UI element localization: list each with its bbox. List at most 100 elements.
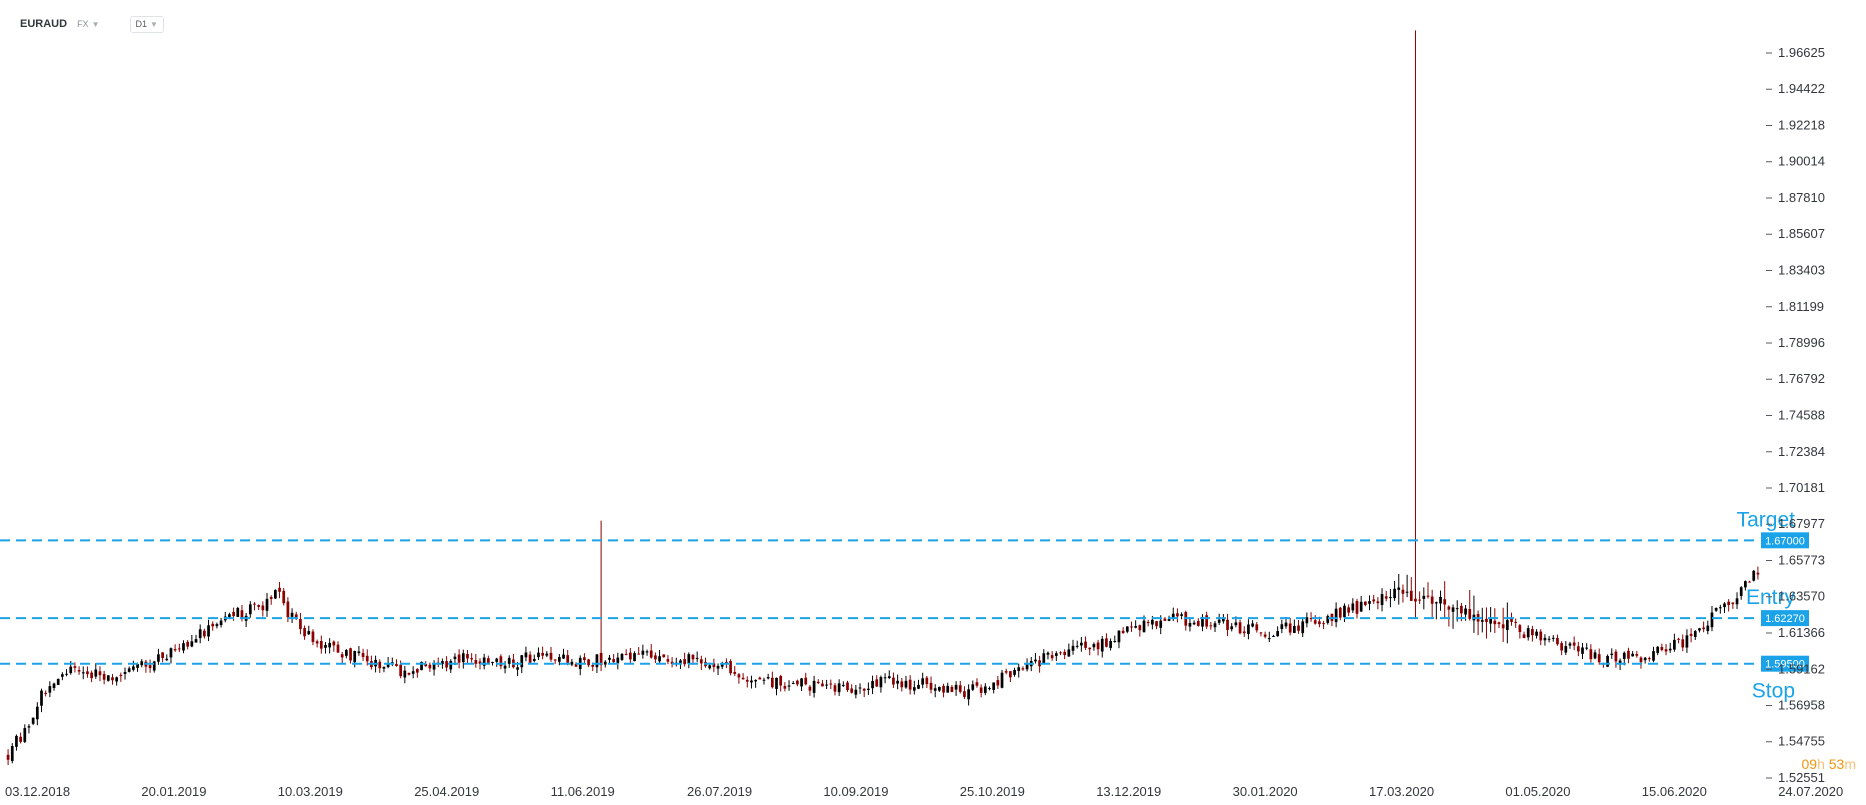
y-tick-label: 1.52551 (1778, 770, 1825, 785)
candle-body (988, 688, 991, 690)
candle-body (583, 657, 586, 661)
candle-body (315, 641, 319, 644)
candle-body (1117, 630, 1121, 643)
y-tick-label: 1.83403 (1778, 262, 1825, 277)
candle-body (779, 675, 783, 686)
candle-body (1547, 638, 1551, 640)
candle-body (662, 654, 666, 658)
candle-body (81, 672, 85, 674)
candle-body (1009, 671, 1012, 678)
candle-body (812, 680, 816, 693)
candle-body (507, 657, 511, 664)
x-tick-label: 26.07.2019 (687, 784, 752, 799)
candle-body (637, 653, 641, 655)
candle-body (123, 671, 127, 674)
candle-body (470, 658, 474, 660)
candle-body (1263, 634, 1267, 637)
candle-body (474, 660, 478, 664)
candle-body (1501, 624, 1505, 629)
candle-body (1480, 620, 1484, 622)
candle-body (1067, 649, 1071, 657)
candle-body (833, 685, 837, 692)
candle-body (1017, 667, 1021, 671)
candle-body (73, 666, 77, 668)
candle-body (182, 643, 185, 651)
candle-body (1159, 620, 1163, 628)
candle-body (729, 661, 732, 674)
candle-body (537, 652, 540, 658)
candle-body (541, 652, 544, 656)
candle-body (1489, 618, 1492, 624)
candle-body (1213, 623, 1217, 628)
level-name-entry: Entry (1746, 586, 1796, 609)
candle-body (1326, 616, 1330, 623)
candle-body (1205, 615, 1209, 627)
candle-body (1100, 638, 1104, 652)
candle-body (1071, 645, 1075, 651)
candle-body (1526, 628, 1530, 638)
candle-body (912, 687, 916, 691)
candle-body (31, 717, 35, 724)
candle-body (194, 639, 198, 643)
candle-body (996, 680, 1000, 686)
candle-body (1677, 638, 1680, 640)
candle-body (1313, 620, 1317, 624)
candle-body (395, 663, 398, 667)
candle-body (1351, 603, 1355, 611)
level-badge-entry (1761, 610, 1809, 627)
candle-body (111, 677, 114, 681)
candle-body (1013, 669, 1016, 675)
candle-body (90, 672, 93, 679)
candle-body (307, 631, 311, 635)
candle-body (1614, 651, 1618, 662)
symbol-label[interactable]: EURAUD (20, 18, 68, 30)
y-tick-label: 1.94422 (1778, 81, 1825, 96)
candle-body (850, 688, 854, 693)
candle-body (1635, 654, 1639, 656)
candle-body (603, 661, 607, 665)
candle-body (261, 605, 265, 611)
candle-body (491, 662, 494, 664)
candle-body (917, 684, 920, 689)
candle-body (1151, 619, 1154, 625)
candle-body (1485, 618, 1488, 623)
candle-body (1050, 655, 1054, 659)
y-tick-label: 1.87810 (1778, 190, 1825, 205)
y-tick-label: 1.72384 (1778, 444, 1825, 459)
market-chevron-down-icon[interactable]: ▼ (91, 19, 100, 29)
candle-body (938, 686, 941, 691)
candle-body (1727, 601, 1731, 606)
candle-body (958, 685, 962, 692)
candle-body (1096, 642, 1100, 650)
candle-body (708, 665, 712, 669)
candle-body (1272, 635, 1275, 637)
candle-body (106, 675, 110, 681)
candle-body (1522, 634, 1526, 639)
timeframe-select[interactable]: D1 ▼ (129, 15, 164, 33)
candle-body (441, 661, 444, 665)
candle-body (1105, 638, 1108, 647)
candle-body (1535, 631, 1538, 636)
candle-body (1192, 622, 1196, 625)
x-tick-label: 10.09.2019 (823, 784, 888, 799)
candle-body (1539, 631, 1543, 641)
candle-body (892, 677, 895, 685)
candle-body (61, 674, 64, 677)
x-tick-label: 13.12.2019 (1096, 784, 1161, 799)
candle-body (1564, 646, 1568, 653)
level-badge-stop (1761, 655, 1809, 672)
candle-body (336, 644, 340, 653)
candle-body (361, 652, 365, 658)
countdown-minutes: 53 (1828, 756, 1845, 772)
candle-body (1238, 622, 1242, 634)
candle-body (10, 746, 14, 762)
candle-body (595, 654, 599, 668)
candle-body (1251, 623, 1254, 627)
candle-body (186, 641, 190, 647)
candle-body (1063, 651, 1067, 656)
candle-body (102, 673, 106, 680)
candle-body (841, 684, 845, 686)
candle-body (691, 654, 695, 660)
candle-body (1668, 648, 1672, 651)
